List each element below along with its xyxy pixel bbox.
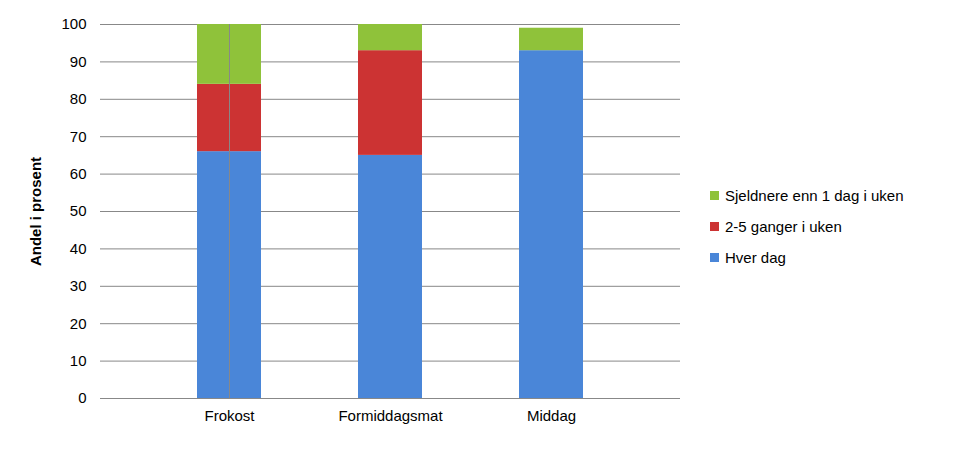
html-text:2-5 ganger i uken: 2-5 ganger i uken: [725, 217, 842, 235]
svg-text:70: 70: [70, 128, 87, 145]
svg-text:Frokost: Frokost: [204, 407, 255, 424]
svg-text:80: 80: [70, 90, 87, 107]
svg-text:40: 40: [70, 240, 87, 257]
svg-text:90: 90: [70, 53, 87, 70]
svg-text:Middag: Middag: [527, 407, 576, 424]
svg-text:Formiddagsmat: Formiddagsmat: [338, 407, 443, 424]
svg-text:50: 50: [70, 202, 87, 219]
svg-text:Andel i prosent: Andel i prosent: [27, 157, 44, 266]
svg-text:0: 0: [78, 389, 86, 406]
svg-text:30: 30: [70, 277, 87, 294]
svg-text:10: 10: [70, 352, 87, 369]
html-text:Hver dag: Hver dag: [725, 248, 786, 266]
svg-text:60: 60: [70, 165, 87, 182]
svg-text:100: 100: [61, 15, 86, 32]
svg-text:20: 20: [70, 315, 87, 332]
html-text:Sjeldnere enn 1 dag i uken: Sjeldnere enn 1 dag i uken: [725, 186, 904, 204]
